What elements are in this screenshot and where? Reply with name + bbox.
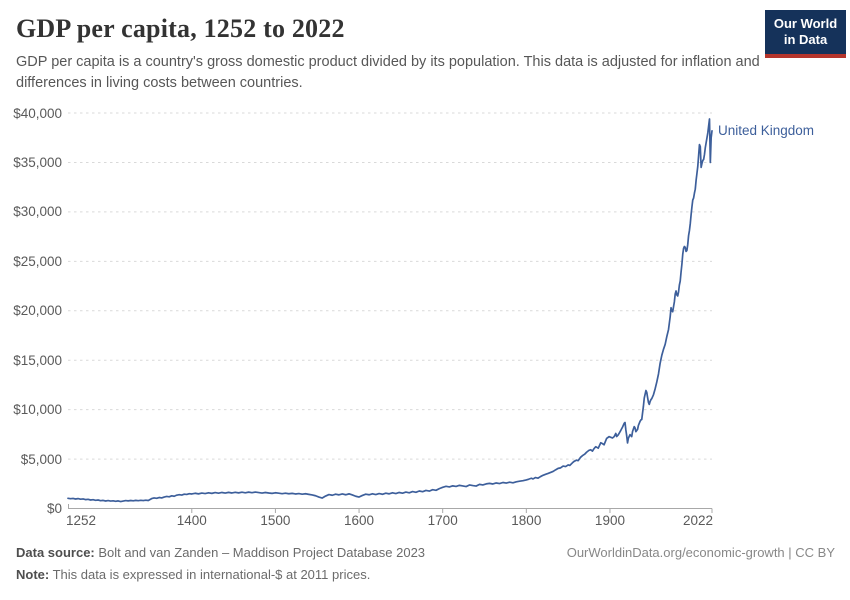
owid-citation-link[interactable]: OurWorldinData.org/economic-growth | CC … (566, 545, 835, 560)
x-axis-tick-label: 1800 (511, 513, 542, 528)
y-axis-tick-label: $35,000 (13, 154, 62, 170)
data-source-line: Data source: Bolt and van Zanden – Maddi… (16, 546, 836, 559)
data-source-label: Data source: (16, 545, 95, 560)
line-series-united-kingdom[interactable] (67, 118, 713, 503)
x-axis-tick-label: 1900 (594, 513, 625, 528)
chart-subtitle: GDP per capita is a country's gross dome… (16, 54, 760, 92)
y-axis-tick-label: $15,000 (13, 352, 62, 368)
page-title: GDP per capita, 1252 to 2022 (16, 14, 345, 43)
note-label: Note: (16, 567, 50, 582)
owid-logo[interactable]: Our World in Data (765, 10, 846, 58)
x-axis-tick-label: 1400 (176, 513, 207, 528)
owid-logo-line1: Our World (773, 16, 838, 31)
y-axis-tick-label: $40,000 (13, 105, 62, 121)
x-axis-tick-label: 1500 (260, 513, 291, 528)
y-axis-tick-label: $25,000 (13, 253, 62, 269)
y-axis-tick-label: $30,000 (13, 204, 62, 220)
x-axis-tick-label: 1252 (66, 513, 97, 528)
chart-footer: Data source: Bolt and van Zanden – Maddi… (16, 545, 836, 581)
x-axis-tick-label: 2022 (682, 513, 713, 528)
series-entity-label[interactable]: United Kingdom (718, 123, 815, 139)
x-axis-tick-label: 1600 (344, 513, 375, 528)
y-axis-tick-label: $20,000 (13, 303, 62, 319)
y-axis-tick-label: $10,000 (13, 402, 62, 418)
owid-logo-line2: in Data (783, 32, 828, 48)
data-source-text: Bolt and van Zanden – Maddison Project D… (94, 545, 426, 560)
note-text: This data is expressed in international-… (49, 567, 371, 582)
y-axis-tick-label: $0 (46, 501, 62, 516)
y-axis-tick-label: $5,000 (20, 451, 62, 467)
note-line: Note: This data is expressed in internat… (16, 568, 370, 581)
x-axis-tick-label: 1700 (427, 513, 458, 528)
